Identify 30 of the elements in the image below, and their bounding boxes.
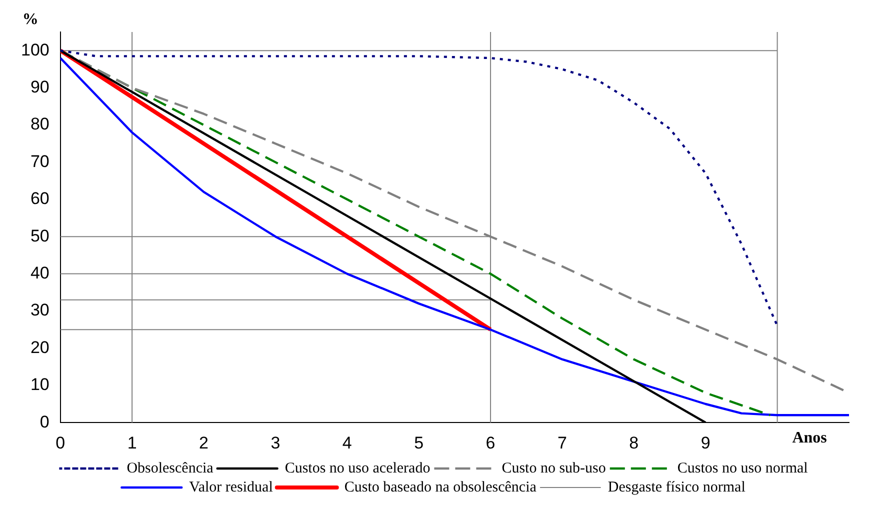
y-tick-label: 10: [30, 375, 50, 394]
x-tick-label: 7: [557, 433, 567, 452]
y-tick-label: 30: [30, 300, 50, 320]
x-tick-label: 1: [127, 433, 137, 452]
x-tick-label: 4: [342, 433, 352, 452]
y-tick-label: 60: [30, 189, 50, 208]
legend-label: Custos no uso acelerado: [284, 460, 430, 476]
y-tick-label: 100: [20, 40, 50, 60]
y-tick-label: 0: [40, 412, 50, 432]
x-tick-label: 3: [270, 433, 280, 452]
x-tick-label: 6: [486, 433, 496, 452]
y-tick-label: 20: [30, 338, 50, 357]
y-tick-label: 70: [30, 152, 50, 171]
x-tick-label: 8: [629, 433, 639, 452]
y-tick-label: 50: [30, 226, 50, 246]
x-tick-label: 5: [414, 433, 424, 452]
x-tick-label: 9: [700, 433, 710, 452]
y-tick-label: 80: [30, 114, 50, 134]
x-axis-title: Anos: [792, 430, 827, 447]
legend-label: Desgaste físico normal: [608, 479, 746, 496]
x-tick-label: 0: [56, 433, 66, 452]
legend-label: Obsolescência: [126, 460, 214, 476]
legend-label: Custos no uso normal: [677, 460, 808, 476]
legend-label: Valor residual: [189, 479, 273, 496]
legend-label: Custo baseado na obsolescência: [344, 479, 537, 496]
x-tick-label: 2: [199, 433, 208, 452]
y-tick-label: 40: [30, 263, 50, 282]
legend-label: Custo no sub-uso: [502, 460, 606, 476]
y-axis-title: %: [22, 11, 38, 28]
y-tick-label: 90: [30, 77, 50, 96]
